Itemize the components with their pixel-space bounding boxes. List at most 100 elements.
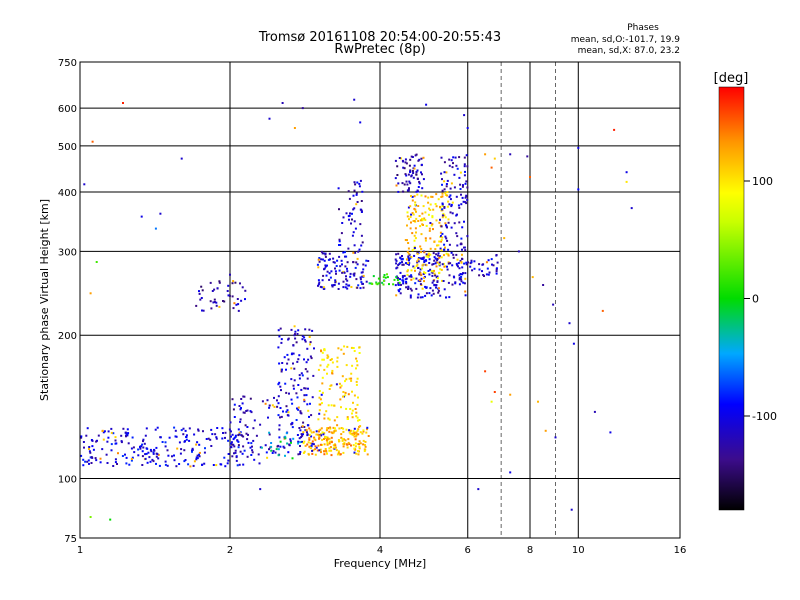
data-point [419,283,422,286]
data-point [430,224,433,227]
data-point [305,430,308,433]
data-point [337,439,340,441]
data-point [277,346,280,349]
data-point [447,261,450,264]
data-point [346,416,349,419]
data-point [481,263,484,266]
data-point [455,164,458,167]
data-point [149,448,152,451]
data-point [442,280,445,282]
data-point [311,440,314,443]
data-point [290,328,293,331]
data-point [464,272,467,275]
data-point [442,262,445,265]
data-point [414,154,417,157]
data-point [339,244,342,246]
data-point [309,355,312,358]
data-point [346,267,348,270]
data-point [462,281,465,284]
data-point [229,421,232,424]
data-point [420,163,423,166]
data-point [144,434,147,437]
data-point [86,427,89,430]
data-point [232,307,235,310]
data-point [422,224,424,226]
data-point [428,227,431,230]
data-point [275,448,278,451]
data-point [411,156,414,158]
data-point [352,433,355,436]
legend-title: Phases [627,23,659,33]
data-point [509,471,512,474]
data-point [313,436,316,439]
data-point [428,258,431,261]
data-point [350,379,353,382]
data-point [339,265,342,268]
data-point [333,419,336,422]
data-point [425,264,428,267]
data-point [353,427,356,430]
legend-line-x: mean, sd,X: 87.0, 23.2 [578,46,680,56]
x-tick-label: 4 [377,545,383,556]
data-point [242,445,245,448]
data-point [407,269,409,272]
data-point [295,341,298,344]
data-point [367,435,370,437]
data-point [110,427,113,430]
data-point [341,438,344,440]
data-point [237,303,240,306]
data-point [345,212,348,215]
data-point [437,198,440,201]
data-point [345,278,348,281]
data-point [345,428,348,431]
data-point [431,223,434,226]
data-point [442,212,445,215]
data-point [347,190,350,193]
data-point [544,429,547,432]
data-point [304,328,307,331]
data-point [440,235,442,238]
data-point [438,263,441,266]
data-point [321,431,324,434]
colorbar-tick-label: 100 [752,175,773,188]
data-point [429,237,432,240]
data-point [445,296,447,299]
data-point [299,445,301,447]
data-point [432,279,435,282]
data-point [343,271,346,274]
data-point [345,283,348,286]
data-point [463,220,465,223]
data-point [490,258,493,261]
data-point [360,210,363,213]
data-point [142,440,144,443]
data-point [281,368,283,371]
data-point [155,462,157,465]
data-point [441,192,444,195]
data-point [455,262,458,265]
data-point [425,286,428,289]
data-point [294,333,296,336]
data-point [222,432,224,434]
data-point [355,278,358,281]
data-point [307,453,310,456]
data-point [237,444,240,447]
data-point [439,231,442,234]
data-point [448,164,451,167]
data-point [317,284,319,287]
data-point [354,408,357,410]
data-point [421,219,424,222]
data-point [286,353,289,356]
data-points [80,98,633,521]
data-point [268,404,271,407]
data-point [249,397,252,400]
data-point [112,465,115,467]
data-point [318,437,320,440]
data-point [233,302,236,305]
data-point [344,391,347,394]
data-point [463,165,466,168]
data-point [407,255,410,258]
data-point [425,292,428,295]
data-point [408,275,411,278]
data-point [336,259,339,262]
